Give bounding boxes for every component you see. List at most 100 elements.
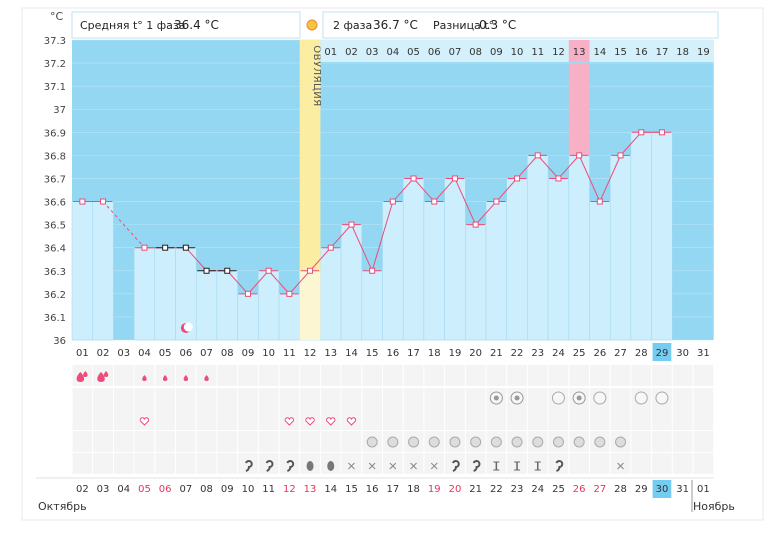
temperature-point[interactable] — [162, 244, 169, 251]
cycle-day-label: 24 — [552, 348, 565, 359]
calendar-date-label: 16 — [366, 484, 379, 495]
cycle-day-label: 13 — [324, 348, 337, 359]
mucus-icon-core — [514, 395, 520, 401]
calendar-date-label: 19 — [428, 484, 441, 495]
temperature-point[interactable] — [576, 152, 583, 159]
test-icon — [428, 436, 440, 448]
calendar-date-label: 14 — [324, 484, 337, 495]
temperature-point[interactable] — [348, 221, 355, 228]
y-tick-label: 36 — [53, 336, 66, 347]
temperature-bar — [71, 201, 93, 341]
temperature-line-segment — [185, 247, 207, 272]
temperature-point[interactable] — [410, 175, 417, 182]
cycle-day-label: 12 — [304, 348, 317, 359]
temperature-line-segment — [392, 178, 414, 202]
phase2-day-number: 09 — [490, 47, 503, 58]
test-icon — [532, 436, 544, 448]
temperature-line-segment — [330, 224, 352, 249]
phase2-day-number: 08 — [469, 47, 482, 58]
cycle-day-label: 28 — [635, 348, 648, 359]
temperature-point[interactable] — [596, 198, 603, 205]
temperature-line-segment — [350, 224, 373, 271]
cycle-day-label: 25 — [573, 348, 586, 359]
temperature-point[interactable] — [203, 267, 210, 274]
temperature-bar — [527, 155, 549, 341]
temperature-line-segment — [413, 178, 435, 202]
calendar-date-label: 29 — [635, 484, 648, 495]
temperature-line-segment — [371, 201, 394, 271]
temperature-point[interactable] — [307, 267, 314, 274]
temperature-point[interactable] — [327, 244, 334, 251]
temperature-point[interactable] — [244, 290, 251, 297]
temperature-bar — [258, 270, 280, 341]
cycle-day-label: 04 — [138, 348, 151, 359]
mucus-icon-core — [576, 395, 582, 401]
y-tick-label: 36.7 — [44, 174, 66, 185]
test-icon — [594, 436, 606, 448]
temperature-bar — [154, 247, 176, 341]
temperature-point[interactable] — [514, 175, 521, 182]
temperature-point[interactable] — [79, 198, 86, 205]
cycle-day-highlight — [652, 343, 672, 361]
x-icon — [368, 462, 376, 470]
temperature-point[interactable] — [182, 244, 189, 251]
diff-value: 0.3 °C — [479, 18, 516, 32]
temperature-point[interactable] — [638, 129, 645, 136]
blood-drop-icon — [76, 372, 85, 382]
temperature-point[interactable] — [224, 267, 231, 274]
phase2-day-number: 01 — [324, 47, 337, 58]
temperature-point[interactable] — [100, 198, 107, 205]
heart-icon — [284, 417, 295, 426]
test-icon — [366, 436, 378, 448]
temperature-point[interactable] — [265, 267, 272, 274]
temperature-point[interactable] — [493, 198, 500, 205]
temperature-bar — [568, 155, 590, 341]
blood-drop-icon — [83, 371, 88, 377]
temperature-point[interactable] — [141, 244, 148, 251]
test-icon — [470, 436, 482, 448]
calendar-date-label: 18 — [407, 484, 420, 495]
temperature-bar — [216, 270, 238, 341]
temperature-point[interactable] — [617, 152, 624, 159]
cycle-day-label: 14 — [345, 348, 358, 359]
temperature-point[interactable] — [534, 152, 541, 159]
temperature-point[interactable] — [472, 221, 479, 228]
temperature-bar — [195, 270, 218, 341]
temperature-line-segment — [433, 178, 456, 202]
y-tick-label: 36.8 — [44, 151, 66, 162]
test-icon — [408, 436, 420, 448]
y-tick-label: 36.1 — [44, 313, 66, 324]
temperature-line-segment — [537, 155, 559, 179]
temperature-line-segment — [558, 155, 580, 179]
symbol-row — [72, 388, 714, 409]
test-icon — [573, 436, 585, 448]
drop-icon — [327, 461, 335, 471]
phase2-day-highlight — [568, 40, 590, 62]
y-tick-label: 36.5 — [44, 221, 66, 232]
calendar-date-label: 25 — [552, 484, 565, 495]
phase2-day-number: 15 — [614, 47, 627, 58]
temperature-bar — [485, 201, 507, 341]
test-icon — [552, 436, 564, 448]
temperature-point[interactable] — [431, 198, 438, 205]
cycle-day-label: 18 — [428, 348, 441, 359]
temperature-point[interactable] — [555, 175, 562, 182]
cycle-day-label: 27 — [614, 348, 627, 359]
temperature-point[interactable] — [369, 267, 376, 274]
temperature-point[interactable] — [658, 129, 665, 136]
blood-drop-icon — [204, 375, 209, 381]
temperature-point[interactable] — [286, 290, 293, 297]
cycle-day-label: 11 — [283, 348, 296, 359]
phase2-day-number: 02 — [345, 47, 358, 58]
calendar-date-label: 30 — [656, 484, 669, 495]
temperature-line-segment — [247, 270, 270, 295]
test-icon — [449, 436, 461, 448]
diff-label: Разница t° — [433, 19, 494, 32]
moon-icon-cut — [183, 322, 193, 332]
temperature-point[interactable] — [451, 175, 458, 182]
phase2-value: 36.7 °C — [373, 18, 418, 32]
blood-drop-icon — [142, 375, 147, 381]
cycle-day-label: 30 — [676, 348, 689, 359]
temperature-point[interactable] — [389, 198, 396, 205]
